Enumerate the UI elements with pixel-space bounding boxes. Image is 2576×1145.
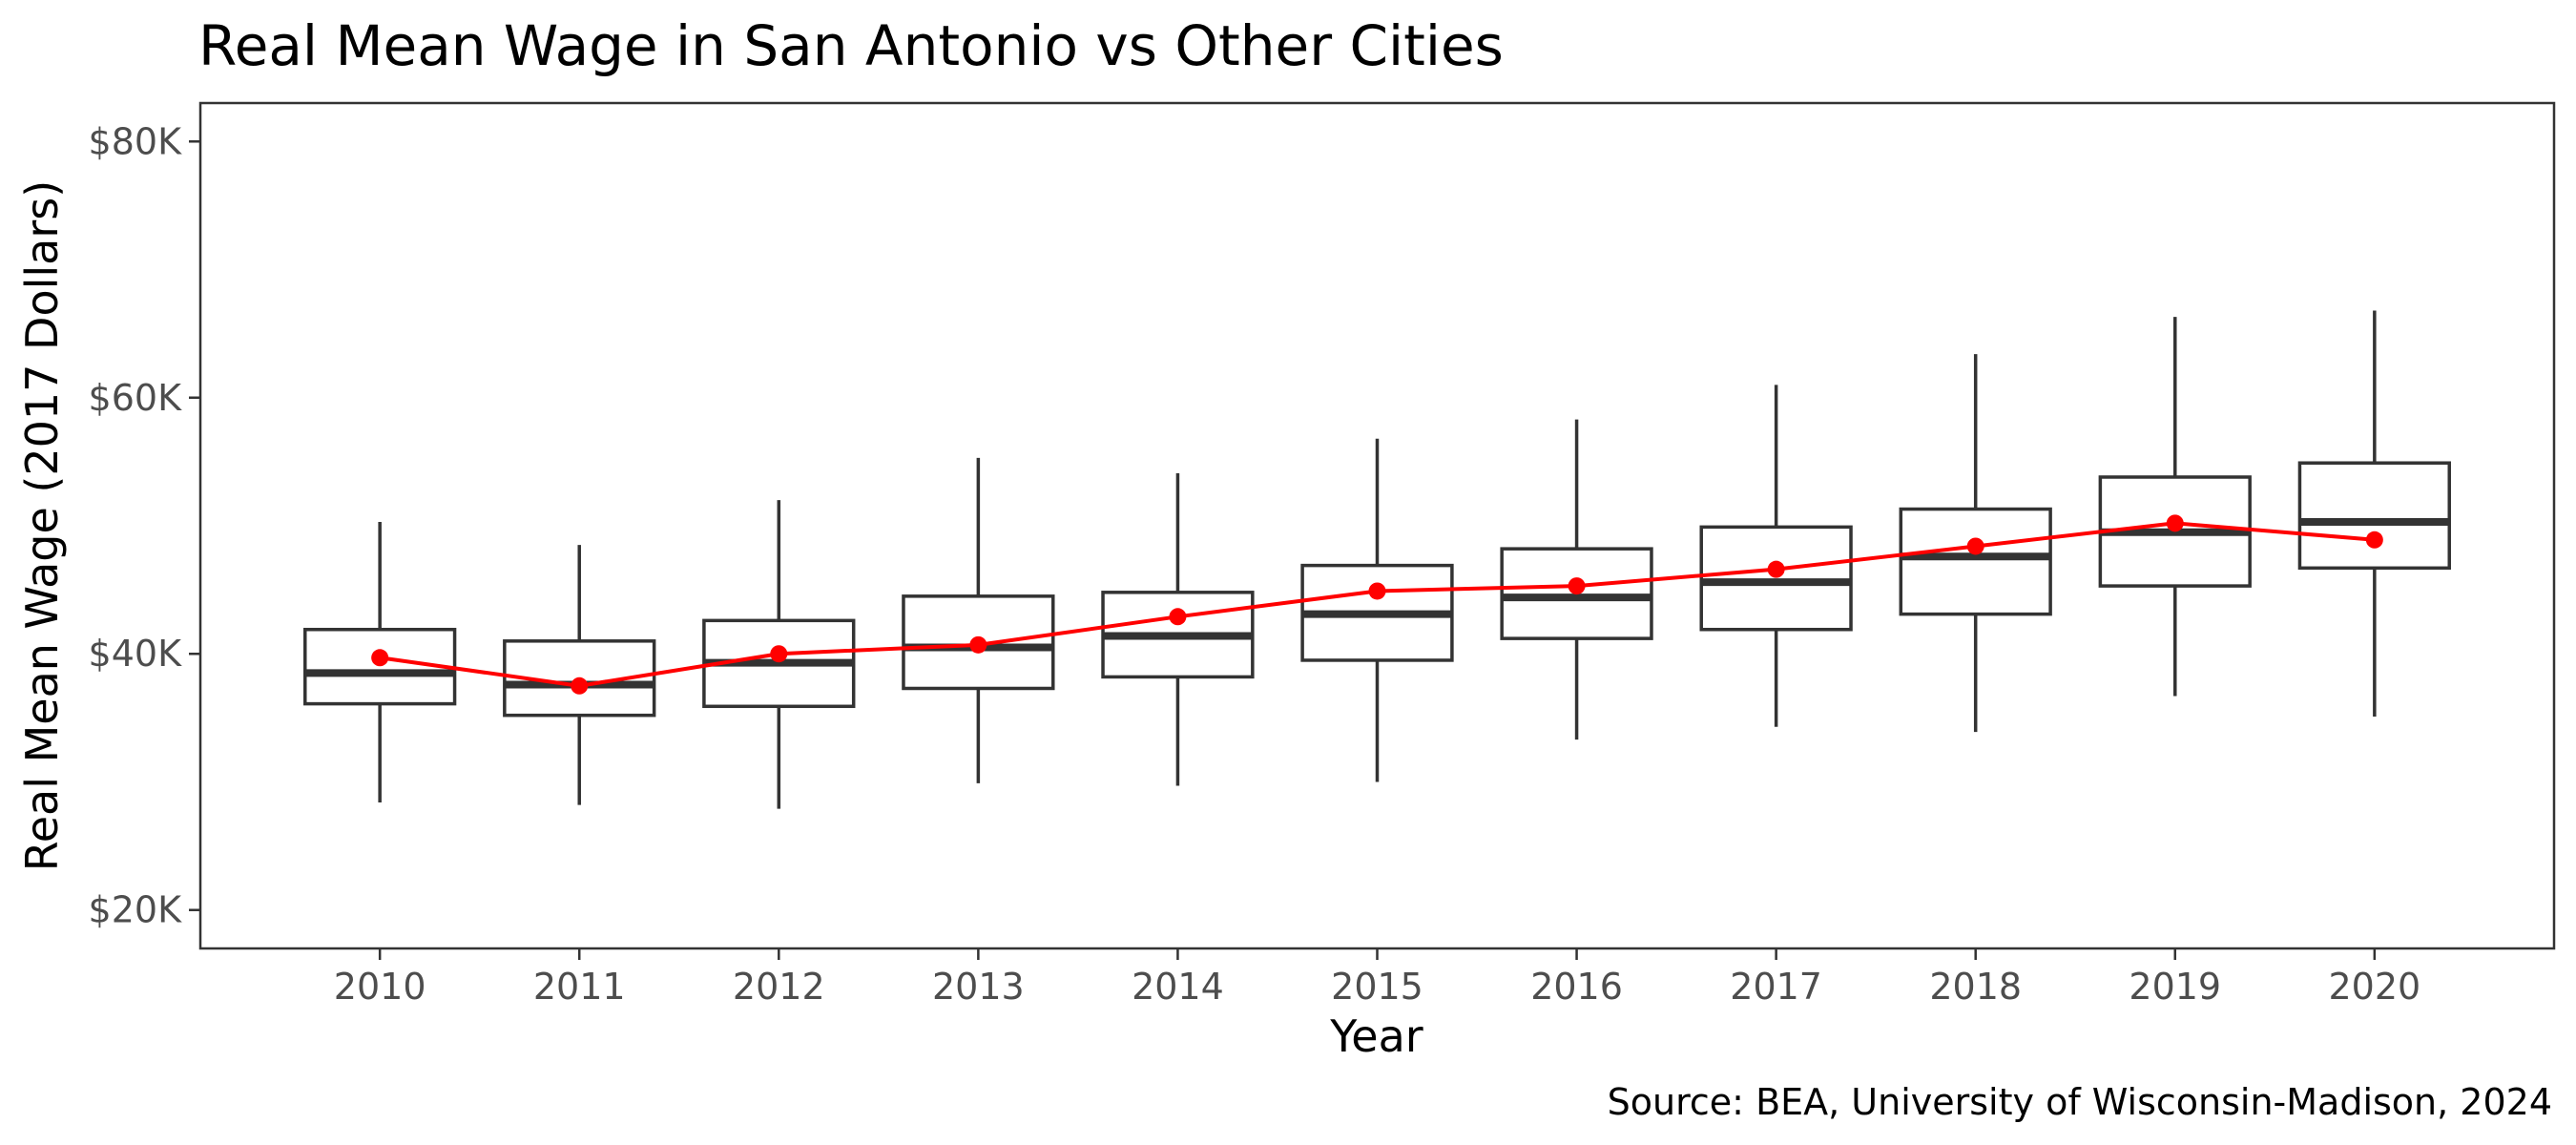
x-tick-label: 2019 xyxy=(2129,966,2221,1008)
x-tick-label: 2017 xyxy=(1730,966,1822,1008)
y-tick-label: $80K xyxy=(89,120,183,162)
x-tick-label: 2014 xyxy=(1132,966,1224,1008)
source-caption: Source: BEA, University of Wisconsin-Mad… xyxy=(1608,1081,2552,1123)
series-point-2013 xyxy=(969,635,987,654)
y-axis-title: Real Mean Wage (2017 Dollars) xyxy=(16,180,68,871)
boxplot-2013 xyxy=(902,457,1055,783)
series-point-2018 xyxy=(1966,537,1984,555)
boxplot-2015 xyxy=(1300,438,1454,782)
boxplot-2018 xyxy=(1899,354,2052,733)
x-axis: 2010 2011 2012 2013 2014 2015 2016 2017 2018 2019… xyxy=(334,948,2420,1008)
series-point-2012 xyxy=(770,645,788,663)
series-point-2011 xyxy=(571,677,589,695)
x-tick-label: 2013 xyxy=(932,966,1025,1008)
chart-title: Real Mean Wage in San Antonio vs Other C… xyxy=(198,13,1504,78)
boxplots xyxy=(303,310,2451,809)
x-tick-label: 2011 xyxy=(533,966,626,1008)
y-tick-label: $60K xyxy=(89,377,183,419)
box-iqr xyxy=(1899,507,2052,616)
y-tick-label: $20K xyxy=(89,889,183,931)
x-tick-label: 2020 xyxy=(2328,966,2420,1008)
series-point-2015 xyxy=(1368,582,1386,600)
series-point-2016 xyxy=(1568,577,1586,595)
boxplot-2017 xyxy=(1699,385,1853,727)
series-point-2017 xyxy=(1767,560,1785,578)
boxplot-2020 xyxy=(2297,310,2451,718)
san-antonio-series xyxy=(371,514,2383,695)
y-tick-label: $40K xyxy=(89,633,183,675)
series-point-2020 xyxy=(2365,531,2383,549)
boxplot-2011 xyxy=(503,545,656,805)
x-tick-label: 2018 xyxy=(1929,966,2022,1008)
x-axis-title: Year xyxy=(1329,1010,1423,1062)
series-point-2010 xyxy=(371,649,389,667)
x-tick-label: 2012 xyxy=(733,966,825,1008)
x-tick-label: 2016 xyxy=(1530,966,1623,1008)
x-tick-label: 2010 xyxy=(334,966,426,1008)
boxplot-2014 xyxy=(1101,472,1255,786)
y-axis: $20K $40K $60K $80K xyxy=(89,120,200,931)
box-iqr xyxy=(1699,525,1853,632)
series-point-2019 xyxy=(2166,514,2184,532)
series-point-2014 xyxy=(1169,608,1187,626)
boxplot-2019 xyxy=(2098,317,2252,697)
x-tick-label: 2015 xyxy=(1331,966,1423,1008)
box-iqr xyxy=(2297,461,2451,571)
